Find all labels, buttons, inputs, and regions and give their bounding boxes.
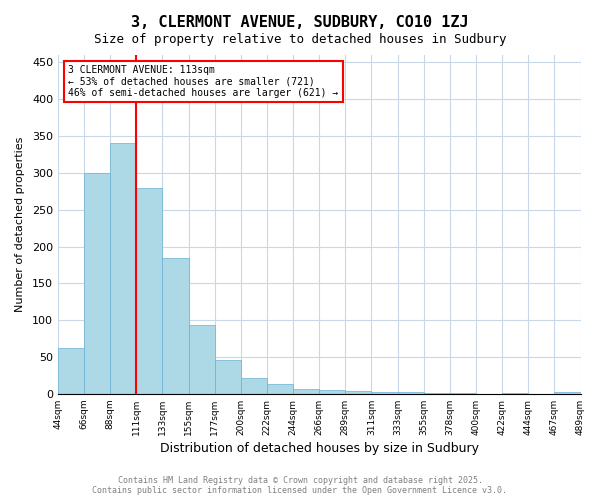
Bar <box>241 378 267 394</box>
Bar <box>136 188 163 394</box>
Bar <box>267 384 293 394</box>
Bar <box>502 393 528 394</box>
Bar <box>346 391 371 394</box>
Bar <box>554 392 581 394</box>
Text: 3 CLERMONT AVENUE: 113sqm
← 53% of detached houses are smaller (721)
46% of semi: 3 CLERMONT AVENUE: 113sqm ← 53% of detac… <box>68 65 338 98</box>
Bar <box>424 393 450 394</box>
Bar <box>398 392 424 394</box>
Text: Contains HM Land Registry data © Crown copyright and database right 2025.
Contai: Contains HM Land Registry data © Crown c… <box>92 476 508 495</box>
Bar <box>58 348 84 394</box>
Bar <box>188 326 215 394</box>
X-axis label: Distribution of detached houses by size in Sudbury: Distribution of detached houses by size … <box>160 442 479 455</box>
Bar <box>293 388 319 394</box>
Bar <box>84 173 110 394</box>
Bar <box>450 393 476 394</box>
Text: Size of property relative to detached houses in Sudbury: Size of property relative to detached ho… <box>94 32 506 46</box>
Text: 3, CLERMONT AVENUE, SUDBURY, CO10 1ZJ: 3, CLERMONT AVENUE, SUDBURY, CO10 1ZJ <box>131 15 469 30</box>
Bar <box>319 390 346 394</box>
Bar <box>371 392 398 394</box>
Y-axis label: Number of detached properties: Number of detached properties <box>15 136 25 312</box>
Bar <box>110 144 136 394</box>
Bar <box>215 360 241 394</box>
Bar <box>163 258 188 394</box>
